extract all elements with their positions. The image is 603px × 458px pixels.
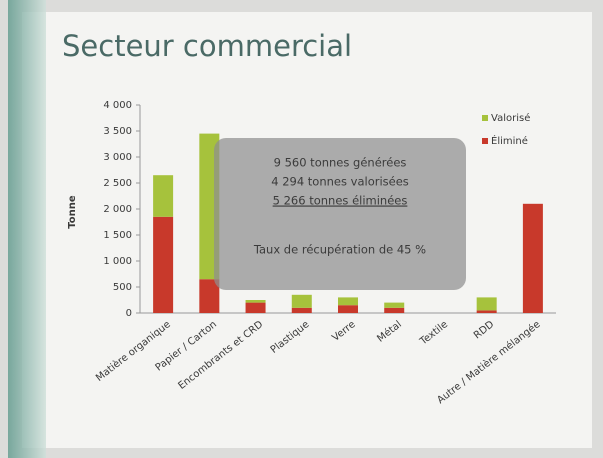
y-tick-label: 1 500 xyxy=(103,230,132,241)
bar-segment xyxy=(291,307,312,313)
bar-segment xyxy=(153,216,174,313)
legend-swatch xyxy=(482,115,488,121)
bar-segment xyxy=(522,203,543,313)
y-tick-label: 1 000 xyxy=(103,256,132,267)
decor-stripe xyxy=(8,0,46,458)
legend-label: Éliminé xyxy=(491,134,528,147)
y-tick-label: 3 500 xyxy=(103,126,132,137)
y-tick-label: 0 xyxy=(126,308,132,319)
bar-segment xyxy=(384,302,405,308)
annotation-box xyxy=(214,138,466,290)
annotation-text: 4 294 tonnes valorisées xyxy=(271,175,409,189)
bar-segment xyxy=(291,294,312,308)
y-tick-label: 4 000 xyxy=(103,100,132,111)
y-tick-label: 2 000 xyxy=(103,204,132,215)
annotation-text: 5 266 tonnes éliminées xyxy=(273,194,408,208)
bar-segment xyxy=(476,310,497,313)
annotation-text: Taux de récupération de 45 % xyxy=(253,243,426,257)
y-tick-label: 2 500 xyxy=(103,178,132,189)
bar-segment xyxy=(153,175,174,217)
bar-segment xyxy=(245,300,266,303)
bar-segment xyxy=(245,302,266,313)
bar-segment xyxy=(476,297,497,311)
legend-swatch xyxy=(482,138,488,144)
bar-segment xyxy=(384,307,405,313)
bar-segment xyxy=(338,297,358,306)
legend-label: Valorisé xyxy=(491,112,530,124)
bar-segment xyxy=(199,279,220,313)
annotation-text: 9 560 tonnes générées xyxy=(274,156,407,170)
y-tick-label: 500 xyxy=(113,282,132,293)
bar-segment xyxy=(338,305,358,313)
y-tick-label: 3 000 xyxy=(103,152,132,163)
y-axis-label: Tonne xyxy=(67,195,78,229)
chart-title: Secteur commercial xyxy=(62,29,352,63)
